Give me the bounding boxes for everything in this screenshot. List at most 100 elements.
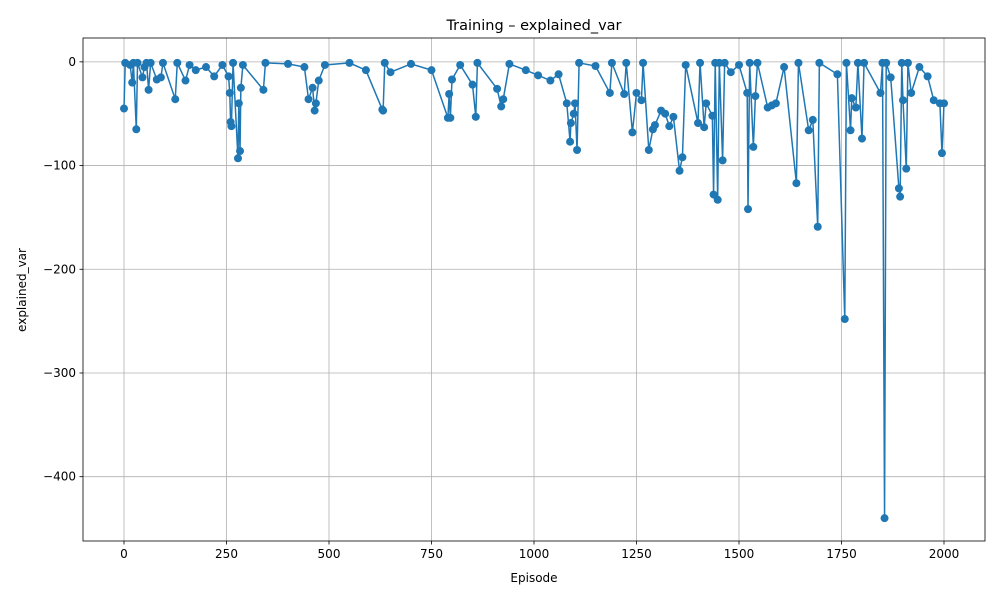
data-point	[546, 76, 555, 85]
data-point	[132, 125, 141, 134]
data-point	[120, 104, 128, 113]
data-point	[185, 60, 194, 69]
data-point	[386, 68, 395, 77]
data-point	[133, 58, 142, 67]
data-point	[675, 166, 684, 175]
x-axis-label: Episode	[510, 571, 557, 585]
data-point	[851, 103, 860, 112]
data-point	[937, 149, 946, 158]
data-point	[591, 62, 600, 71]
data-point	[751, 92, 760, 101]
data-point	[234, 99, 243, 108]
data-point	[499, 95, 508, 104]
data-point	[314, 76, 323, 85]
data-point	[745, 58, 754, 67]
data-point	[792, 179, 801, 188]
data-point	[780, 63, 789, 72]
x-tick-label: 1500	[724, 547, 755, 561]
data-point	[907, 88, 916, 97]
data-point	[696, 58, 705, 67]
data-point	[753, 58, 762, 67]
data-point	[505, 59, 514, 68]
data-point	[171, 95, 180, 104]
data-point	[902, 164, 911, 173]
data-point	[210, 72, 219, 81]
chart-title: Training – explained_var	[445, 18, 621, 34]
data-point	[605, 88, 614, 97]
data-point	[749, 142, 758, 151]
data-point	[238, 60, 247, 69]
data-point	[311, 99, 320, 108]
data-point	[632, 88, 641, 97]
data-point	[628, 128, 637, 137]
data-point	[468, 80, 477, 89]
data-point	[128, 78, 137, 87]
data-point	[637, 96, 646, 105]
data-point	[840, 315, 849, 324]
data-point	[644, 146, 653, 155]
data-point	[833, 70, 842, 79]
data-point	[379, 106, 388, 115]
data-point	[345, 58, 354, 67]
data-point	[300, 63, 309, 72]
data-point	[744, 205, 753, 214]
data-point	[847, 94, 856, 103]
data-point	[554, 70, 563, 79]
data-point	[236, 147, 245, 156]
data-point	[361, 66, 370, 75]
y-tick-label: −400	[43, 470, 76, 484]
data-point	[573, 146, 582, 155]
data-point	[702, 99, 711, 108]
data-point	[808, 115, 817, 124]
x-tick-label: 750	[420, 547, 443, 561]
data-point	[144, 85, 153, 94]
data-point	[681, 60, 690, 69]
data-point	[448, 75, 456, 84]
data-point	[562, 99, 571, 108]
data-point	[138, 73, 147, 82]
data-point	[173, 58, 182, 67]
x-tick-label: 0	[120, 547, 128, 561]
data-point	[181, 76, 190, 85]
data-point	[860, 58, 869, 67]
x-tick-label: 1750	[826, 547, 857, 561]
data-point	[259, 85, 268, 94]
data-point	[225, 88, 234, 97]
data-point	[534, 71, 543, 80]
data-point	[804, 126, 813, 135]
x-tick-label: 1250	[621, 547, 652, 561]
data-point	[158, 58, 167, 67]
data-point	[236, 83, 245, 92]
x-tick-label: 250	[215, 547, 238, 561]
data-point	[497, 102, 506, 111]
data-point	[661, 109, 670, 118]
data-point	[915, 63, 924, 72]
data-point	[894, 184, 903, 193]
data-point	[569, 109, 578, 118]
y-tick-label: −100	[43, 159, 76, 173]
data-point	[718, 156, 727, 165]
data-point	[886, 73, 895, 82]
data-point	[897, 58, 906, 67]
data-point	[813, 222, 822, 231]
data-point	[726, 68, 735, 77]
y-tick-label: −200	[43, 262, 76, 276]
data-point	[794, 58, 803, 67]
data-point	[471, 112, 480, 121]
y-tick-label: −300	[43, 366, 76, 380]
data-point	[882, 58, 891, 67]
data-point	[713, 195, 722, 204]
y-axis-label: explained_var	[15, 248, 29, 332]
data-point	[261, 58, 270, 67]
data-point	[191, 66, 200, 75]
data-point	[493, 84, 502, 93]
data-point	[880, 514, 889, 523]
y-tick-label: 0	[68, 55, 76, 69]
data-point	[202, 63, 210, 72]
data-point	[622, 58, 631, 67]
data-point	[735, 60, 743, 69]
data-point	[407, 59, 415, 68]
data-point	[473, 58, 482, 67]
data-point	[427, 66, 436, 75]
